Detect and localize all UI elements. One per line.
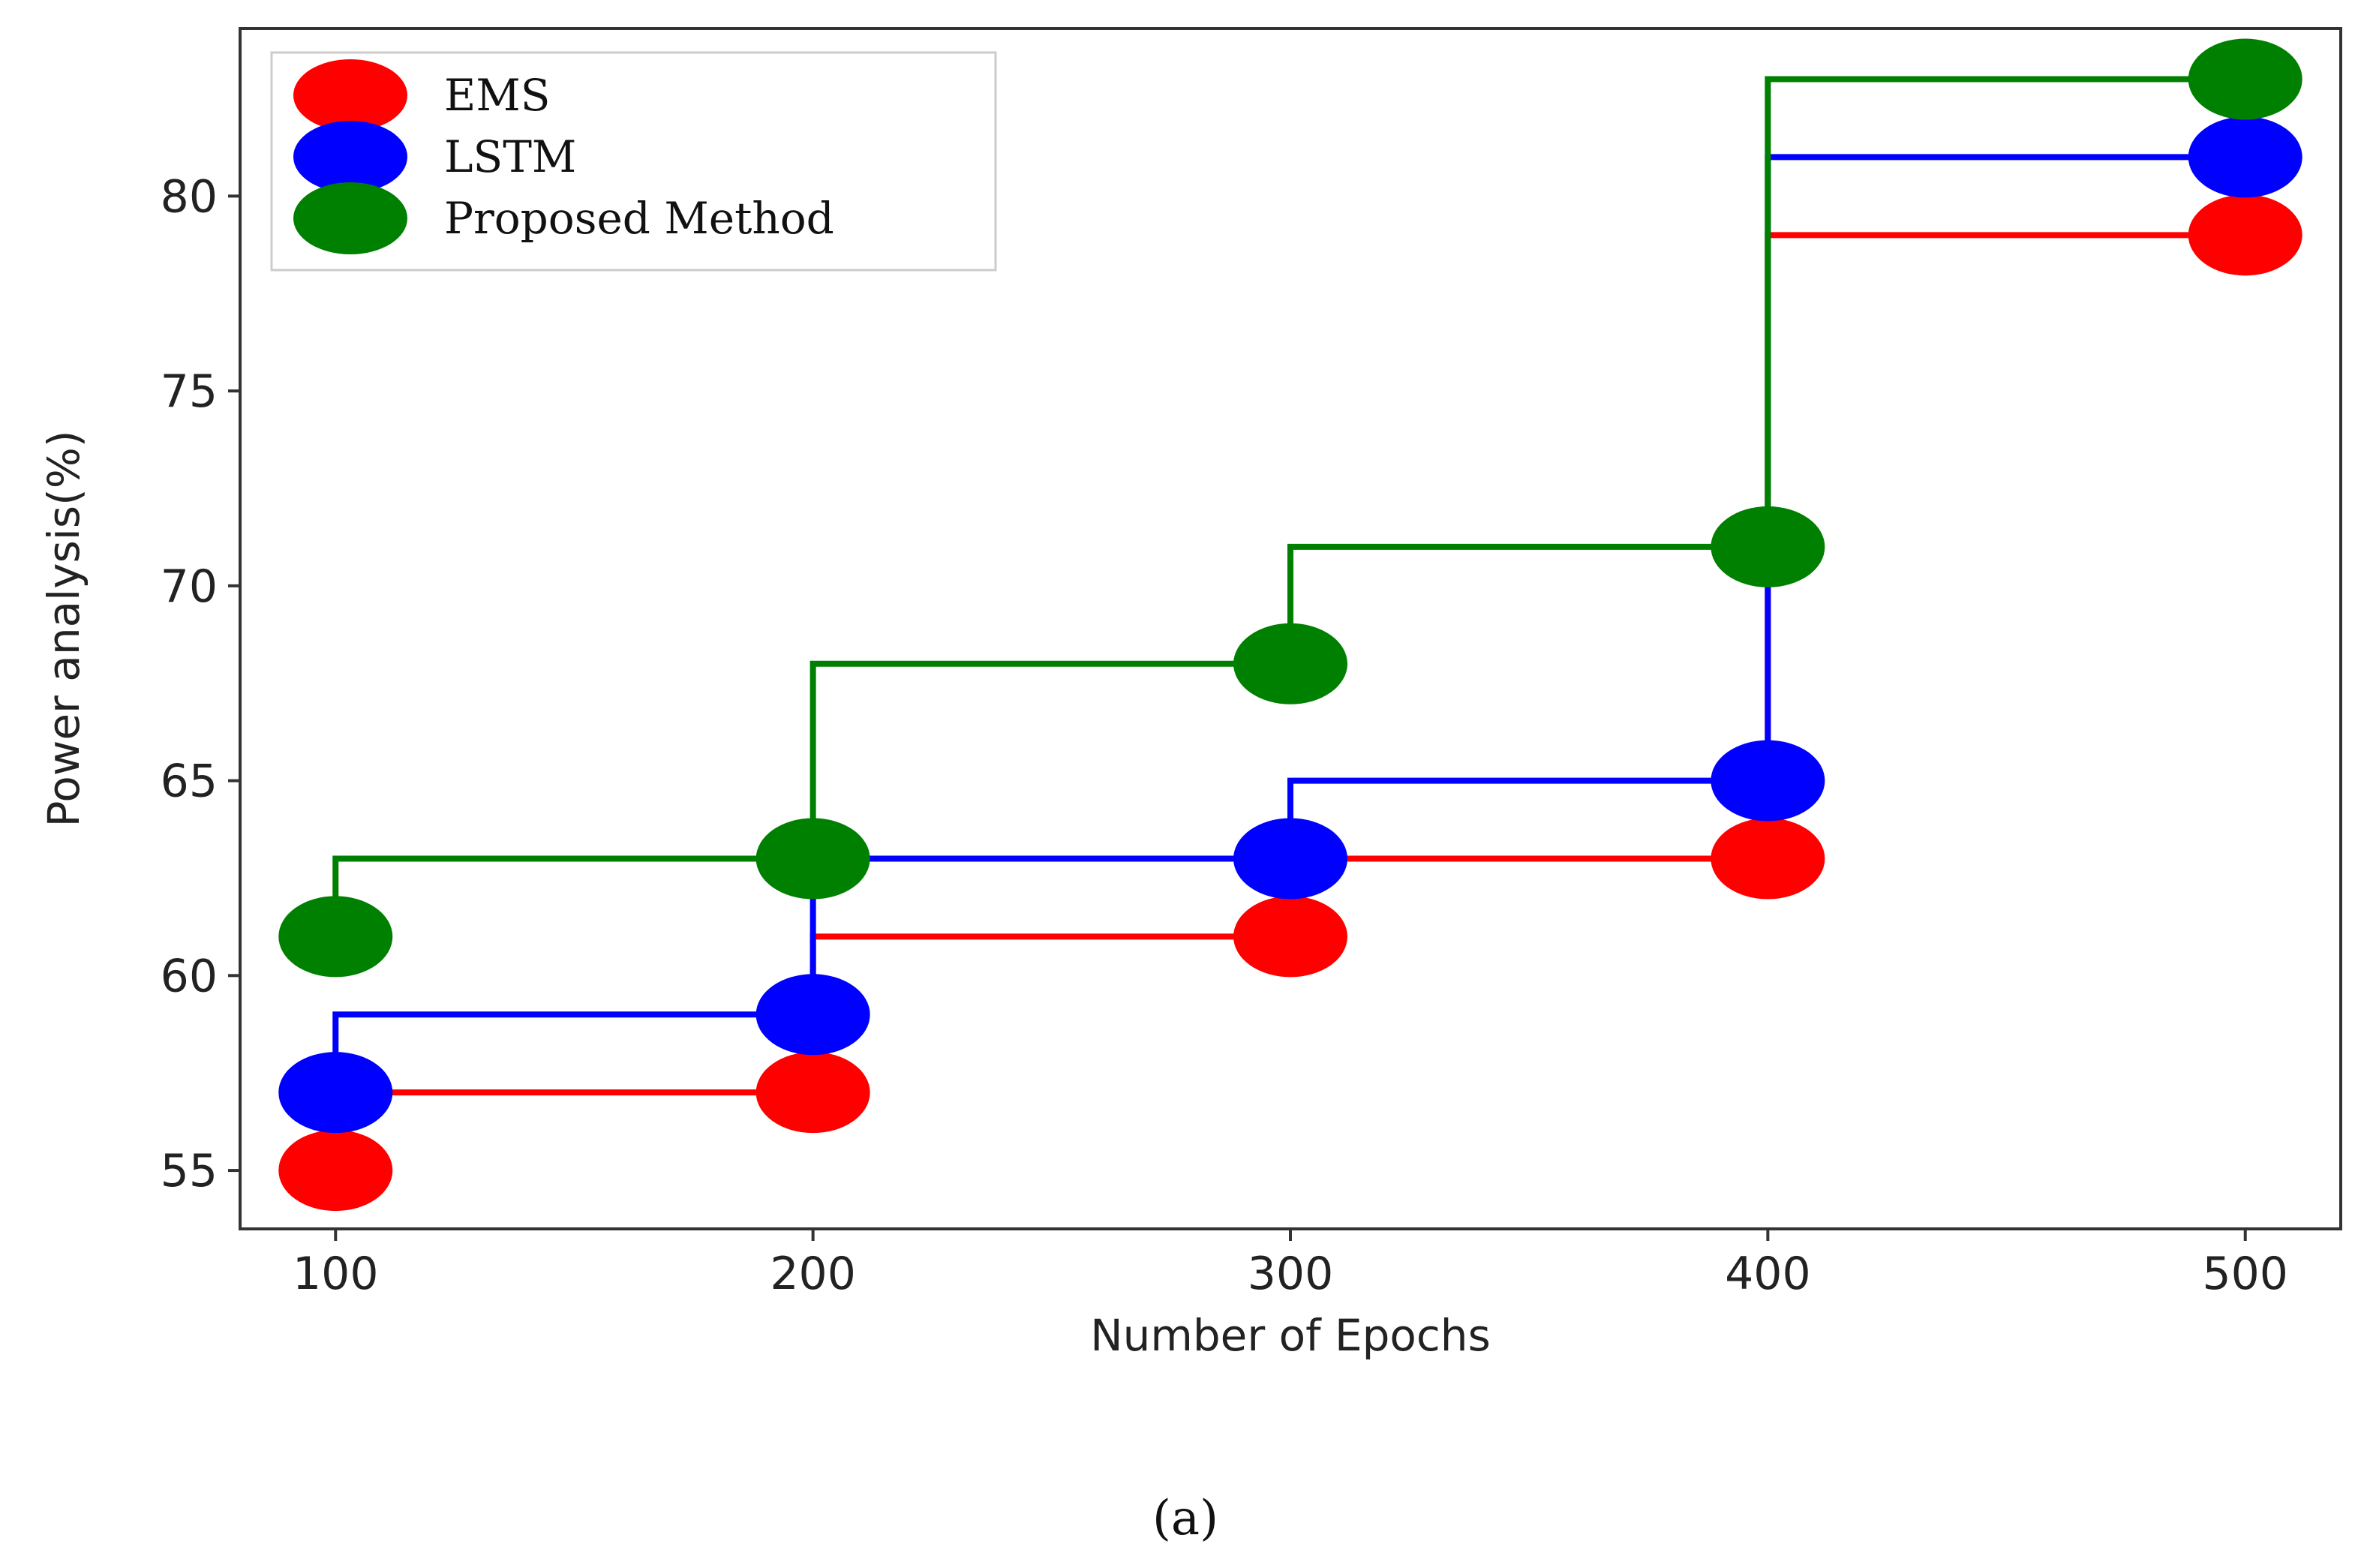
y-tick-label: 65 <box>161 755 218 808</box>
data-point <box>1711 818 1825 900</box>
legend: EMS LSTM Proposed Method <box>270 51 997 272</box>
x-tick-label: 400 <box>1725 1248 1811 1300</box>
y-tick-label: 70 <box>161 560 218 613</box>
x-tick-label: 500 <box>2202 1248 2288 1300</box>
legend-marker <box>293 182 407 254</box>
data-point <box>755 1052 870 1134</box>
data-point <box>1233 623 1347 704</box>
x-axis: 100 200 300 400 500 <box>293 1229 2288 1300</box>
y-tick-label: 75 <box>161 365 218 418</box>
x-tick-label: 200 <box>770 1248 856 1300</box>
data-point <box>2188 194 2302 276</box>
y-tick-label: 80 <box>161 170 218 223</box>
figure-caption: (a) <box>1152 1491 1218 1546</box>
y-tick-label: 60 <box>161 950 218 1002</box>
legend-marker <box>293 121 407 193</box>
data-point <box>2188 116 2302 198</box>
legend-marker <box>293 59 407 131</box>
x-tick-label: 100 <box>293 1248 379 1300</box>
legend-label: Proposed Method <box>444 193 834 244</box>
y-axis-title: Power analysis(%) <box>38 431 89 828</box>
data-point <box>1233 818 1347 900</box>
data-point <box>1711 740 1825 822</box>
data-point <box>278 1052 393 1134</box>
data-point <box>278 1130 393 1212</box>
data-point <box>2188 38 2302 120</box>
x-tick-label: 300 <box>1248 1248 1334 1300</box>
data-point <box>1233 896 1347 978</box>
data-point <box>278 896 393 978</box>
data-point <box>755 818 870 900</box>
legend-label: EMS <box>444 70 550 121</box>
legend-label: LSTM <box>444 131 576 182</box>
y-tick-label: 55 <box>161 1145 218 1197</box>
y-axis: 55 60 65 70 75 80 <box>161 170 240 1197</box>
x-axis-title: Number of Epochs <box>1090 1310 1491 1361</box>
data-point <box>1711 506 1825 587</box>
marker-layer <box>278 38 2302 1212</box>
data-point <box>755 974 870 1056</box>
